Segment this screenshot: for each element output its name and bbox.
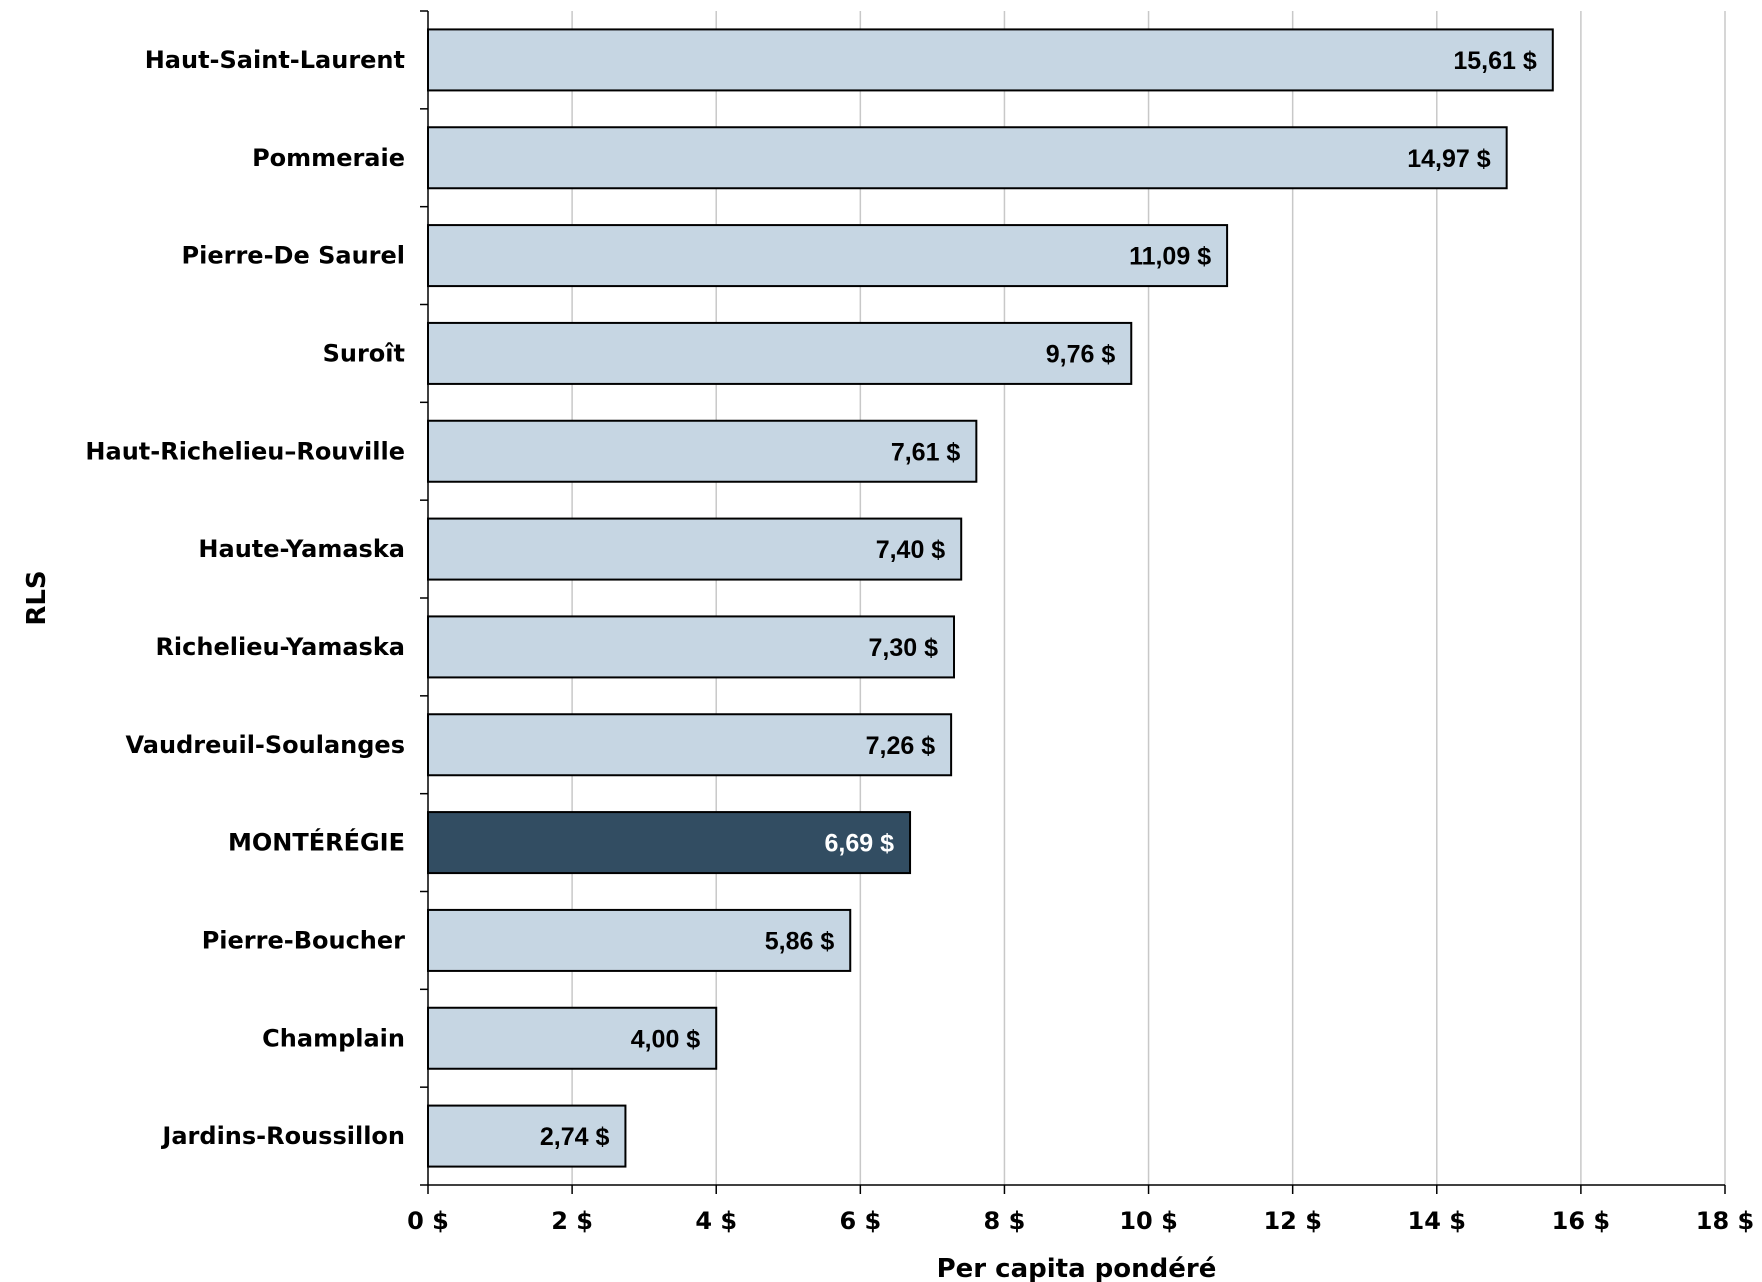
bar (427, 126, 1508, 190)
x-tick-label: 10 $ (1119, 1207, 1177, 1235)
category-label: Pierre-De Saurel (182, 242, 405, 270)
bar (427, 811, 912, 875)
data-label: 9,76 $ (1046, 340, 1116, 368)
bar (427, 1104, 627, 1168)
x-tick-label: 0 $ (407, 1207, 449, 1235)
x-tick-label: 4 $ (695, 1207, 737, 1235)
category-label: Haut-Saint-Laurent (145, 46, 405, 74)
category-label: Pommeraie (252, 144, 405, 172)
bar (427, 224, 1229, 288)
category-label: Pierre-Boucher (202, 926, 405, 954)
bar (427, 908, 852, 972)
bar (427, 615, 956, 679)
data-label: 2,74 $ (540, 1123, 610, 1151)
x-tick-label: 8 $ (984, 1207, 1026, 1235)
x-tick-label: 2 $ (551, 1207, 593, 1235)
data-label: 5,86 $ (765, 927, 835, 955)
data-label: 7,40 $ (876, 536, 946, 564)
category-label: Jardins-Roussillon (160, 1122, 405, 1150)
bar (427, 419, 978, 483)
x-tick-label: 16 $ (1552, 1207, 1610, 1235)
bar (427, 1006, 718, 1070)
data-label: 4,00 $ (631, 1025, 701, 1053)
data-label: 6,69 $ (825, 830, 895, 858)
x-tick-label: 6 $ (839, 1207, 881, 1235)
data-label: 14,97 $ (1407, 145, 1491, 173)
data-label: 15,61 $ (1453, 47, 1537, 75)
labels: 15,61 $ Haut-Saint-Laurent 14,97 $ Pommerai… (85, 46, 1754, 1235)
x-tick-label: 12 $ (1263, 1207, 1321, 1235)
category-label: Vaudreuil-Soulanges (126, 731, 405, 759)
category-label: Haut-Richelieu–Rouville (85, 437, 405, 465)
x-tick-label: 18 $ (1696, 1207, 1754, 1235)
category-label: Haute-Yamaska (198, 535, 405, 563)
category-label: MONTÉRÉGIE (228, 828, 405, 857)
y-axis-title: RLS (22, 570, 52, 625)
data-label: 7,61 $ (891, 438, 961, 466)
bar (427, 28, 1554, 92)
bar (427, 713, 953, 777)
bars (427, 28, 1554, 1168)
category-label: Champlain (262, 1024, 405, 1052)
category-label: Suroît (323, 339, 405, 367)
x-tick-label: 14 $ (1408, 1207, 1466, 1235)
bar (427, 321, 1133, 385)
data-label: 11,09 $ (1129, 243, 1211, 271)
axes (420, 10, 1726, 1194)
gridlines (571, 11, 1726, 1185)
category-label: Richelieu-Yamaska (155, 633, 405, 661)
data-label: 7,30 $ (868, 634, 938, 662)
data-label: 7,26 $ (866, 732, 936, 760)
x-axis-title: Per capita pondéré (937, 1254, 1217, 1282)
